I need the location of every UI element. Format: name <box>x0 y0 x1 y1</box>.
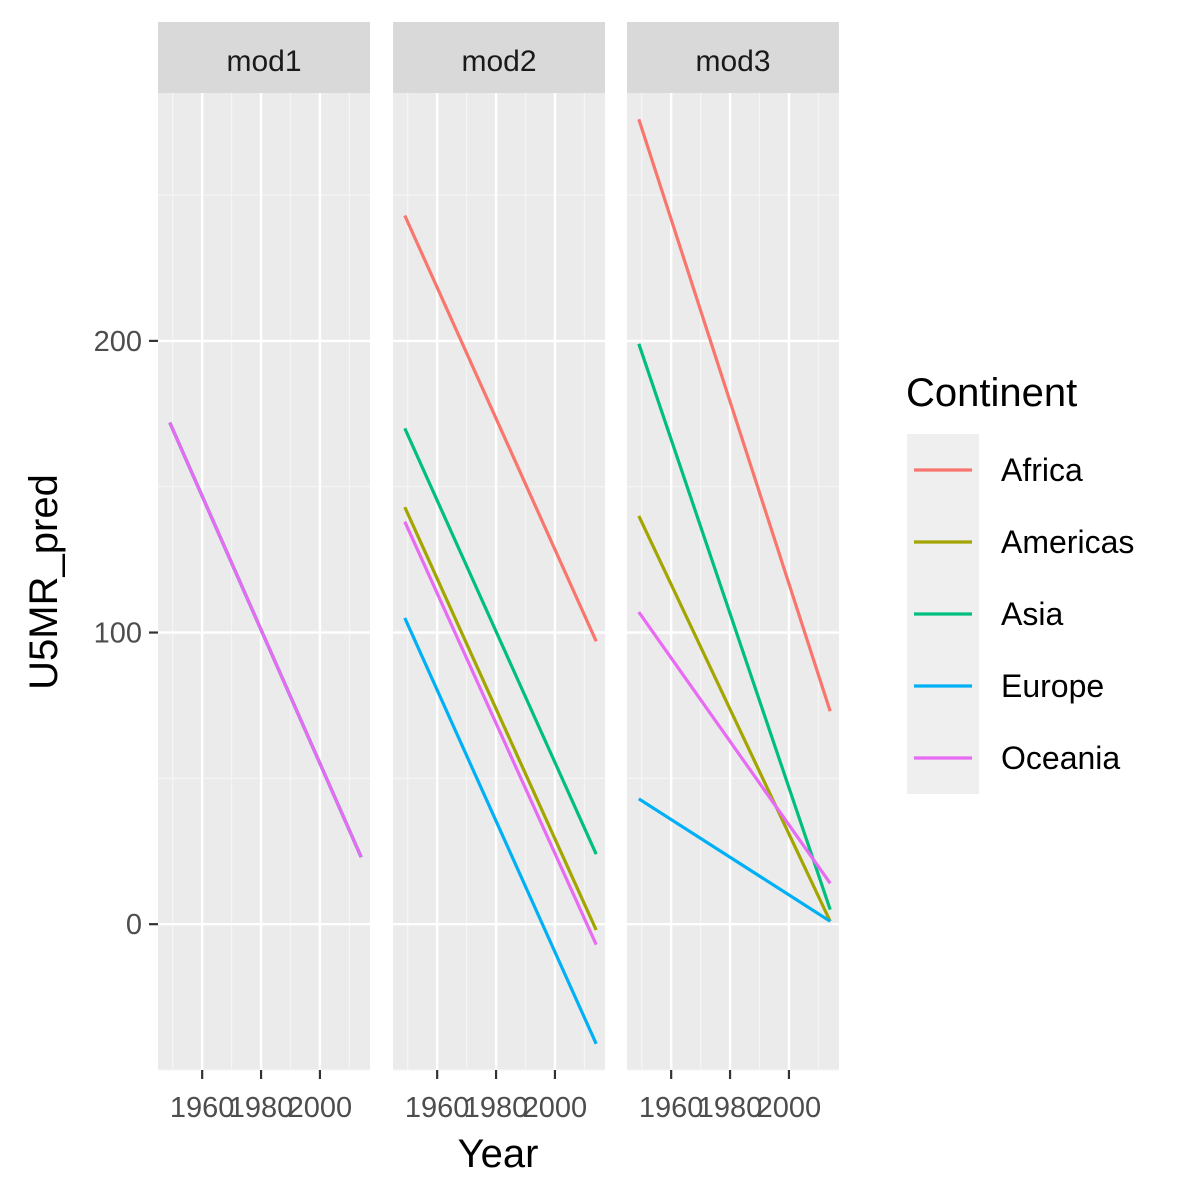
series-line-africa <box>637 118 832 712</box>
legend-label-europe: Europe <box>1001 668 1104 704</box>
y-tick-label: 200 <box>94 326 142 358</box>
series-line-europe <box>403 617 598 1045</box>
panel-background <box>158 93 370 1070</box>
series-line-americas <box>637 515 832 922</box>
x-tick-label: 2000 <box>757 1092 822 1124</box>
series-line-oceania <box>403 521 598 946</box>
facet-strip <box>393 22 605 93</box>
y-axis-title: U5MR_pred <box>22 474 66 690</box>
legend-label-africa: Africa <box>1001 452 1083 488</box>
panel-background <box>627 93 839 1070</box>
series-line-americas <box>403 506 598 931</box>
legend-label-oceania: Oceania <box>1001 740 1120 776</box>
series-line-africa <box>403 214 598 642</box>
series-line-oceania <box>168 421 363 858</box>
x-tick-label: 1980 <box>229 1092 294 1124</box>
facet-strip <box>627 22 839 93</box>
legend-title: Continent <box>906 371 1077 415</box>
x-tick-label: 1960 <box>405 1092 470 1124</box>
legend-label-asia: Asia <box>1001 596 1063 632</box>
x-axis-title: Year <box>458 1132 539 1176</box>
x-tick-label: 1960 <box>639 1092 704 1124</box>
x-tick-label: 2000 <box>523 1092 588 1124</box>
facet-strip-label: mod3 <box>695 45 770 78</box>
facet-strip-label: mod1 <box>226 45 301 78</box>
legend-label-americas: Americas <box>1001 524 1134 560</box>
x-tick-label: 1980 <box>698 1092 763 1124</box>
series-line-oceania <box>637 611 832 885</box>
series-line-asia <box>403 427 598 855</box>
facet-strip-label: mod2 <box>461 45 536 78</box>
x-tick-label: 1980 <box>464 1092 529 1124</box>
x-tick-label: 2000 <box>288 1092 353 1124</box>
series-line-asia <box>637 343 832 911</box>
series-line-europe <box>637 797 832 923</box>
y-tick-label: 100 <box>94 618 142 650</box>
x-tick-label: 1960 <box>170 1092 235 1124</box>
facet-strip <box>158 22 370 93</box>
y-tick-label: 0 <box>126 909 142 941</box>
